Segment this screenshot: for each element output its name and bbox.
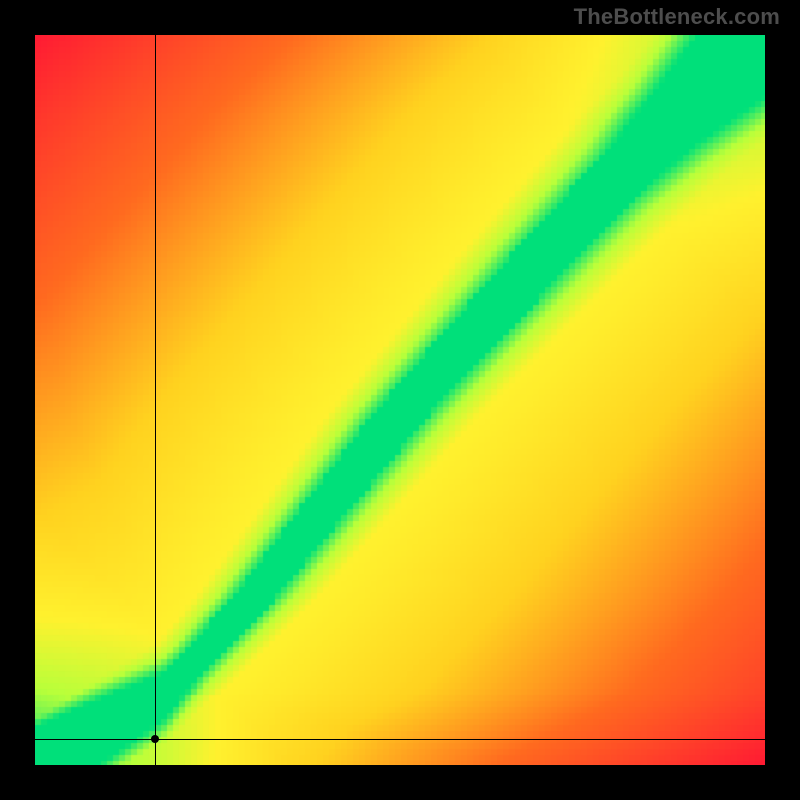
heatmap-canvas [35,35,765,765]
attribution-label: TheBottleneck.com [574,4,780,30]
crosshair-horizontal [35,739,765,740]
marker-dot [151,735,159,743]
plot-area [35,35,765,765]
crosshair-vertical [155,35,156,765]
chart-container: TheBottleneck.com [0,0,800,800]
